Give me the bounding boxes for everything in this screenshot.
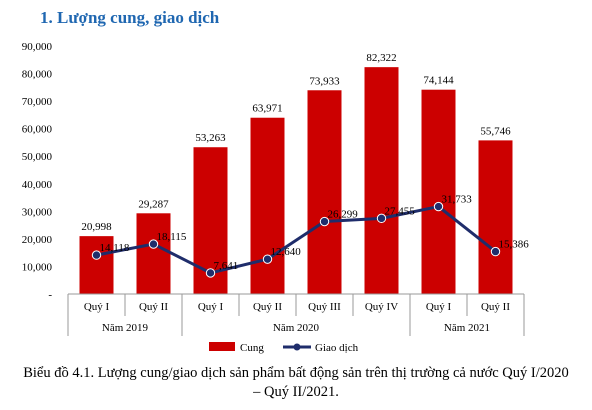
supply-bar (136, 213, 171, 294)
y-tick-label: 80,000 (22, 69, 53, 81)
x-category-label: Quý III (308, 301, 341, 313)
y-tick-label: 40,000 (22, 179, 53, 191)
x-group-label: Năm 2020 (273, 322, 320, 334)
transaction-point (490, 246, 501, 257)
y-tick-label: 30,000 (22, 206, 53, 218)
supply-bar-label: 55,746 (480, 125, 511, 137)
supply-bar (421, 89, 456, 295)
y-tick-label: 20,000 (22, 234, 53, 246)
supply-bar (250, 117, 285, 294)
transaction-point-label: 27,455 (385, 205, 416, 217)
legend-marker-transaction (293, 343, 301, 351)
transaction-point-label: 7,641 (214, 260, 239, 272)
transaction-point-label: 26,299 (328, 209, 359, 221)
supply-bar-label: 53,263 (195, 132, 226, 144)
legend-label-transaction: Giao dịch (315, 342, 359, 354)
supply-bar (478, 140, 513, 294)
transaction-point (91, 250, 102, 260)
x-category-label: Quý I (426, 301, 452, 313)
transaction-point (376, 213, 387, 224)
transaction-point (262, 254, 273, 264)
supply-bar-label: 82,322 (366, 52, 396, 64)
legend-swatch-supply (209, 342, 235, 351)
supply-transaction-chart: - 10,000 20,000 30,000 40,000 50,000 60,000 70,… (22, 41, 530, 354)
x-category-label: Quý II (139, 301, 168, 313)
transaction-point (319, 216, 330, 227)
y-tick-label: 50,000 (22, 151, 53, 163)
supply-bar-label: 74,144 (423, 75, 454, 87)
supply-bar-label: 63,971 (252, 103, 282, 115)
y-tick-label: 10,000 (22, 261, 53, 273)
x-category-label: Quý II (481, 301, 510, 313)
legend-label-supply: Cung (240, 342, 264, 354)
transaction-point-label: 14,118 (100, 242, 130, 254)
x-category-label: Quý I (84, 301, 110, 313)
supply-bar (364, 67, 399, 294)
y-tick-label: - (48, 289, 52, 301)
transaction-point (148, 239, 159, 249)
chart-caption: Biểu đồ 4.1. Lượng cung/giao dịch sản ph… (23, 365, 569, 400)
transaction-point (433, 201, 444, 212)
transaction-line (96, 205, 497, 275)
transaction-point-label: 18,115 (157, 231, 187, 243)
y-tick-label: 90,000 (22, 41, 53, 53)
supply-bar-label: 20,998 (81, 221, 112, 233)
supply-bar (79, 236, 114, 294)
y-tick-label: 60,000 (22, 124, 53, 136)
supply-bar (307, 90, 342, 294)
supply-bar-label: 73,933 (309, 75, 340, 87)
x-group-label: Năm 2019 (102, 322, 149, 334)
x-category-label: Quý IV (365, 301, 398, 313)
x-category-label: Quý II (253, 301, 282, 313)
transaction-point (205, 268, 216, 278)
x-group-label: Năm 2021 (444, 322, 490, 334)
supply-bar-label: 29,287 (138, 198, 169, 210)
y-tick-label: 70,000 (22, 96, 53, 108)
x-category-label: Quý I (198, 301, 224, 313)
transaction-point-label: 15,386 (499, 239, 530, 251)
transaction-point-label: 12,640 (271, 246, 302, 258)
chart-heading: 1. Lượng cung, giao dịch (40, 8, 220, 27)
transaction-point-label: 31,733 (442, 194, 473, 206)
